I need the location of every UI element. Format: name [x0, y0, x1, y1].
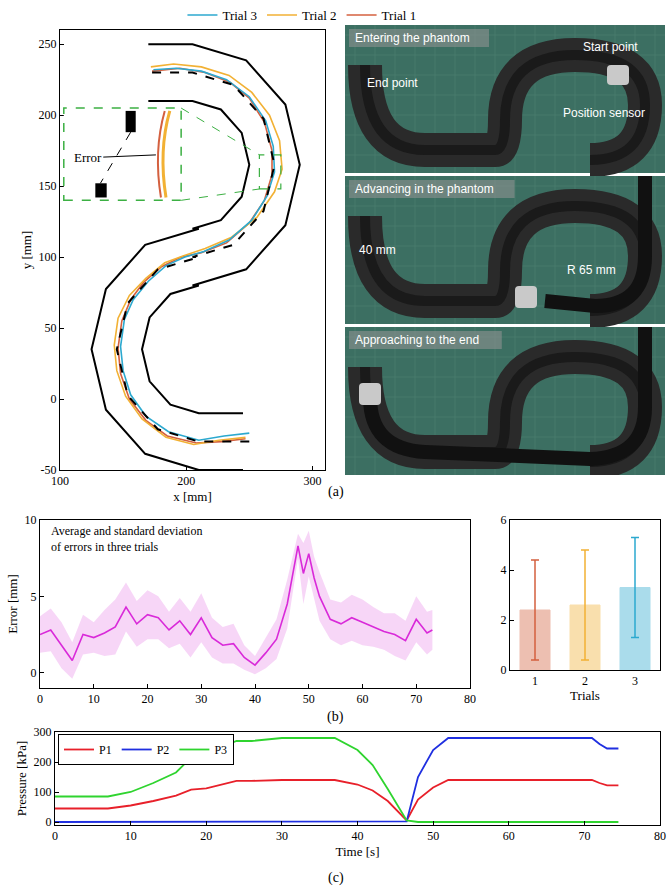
svg-text:250: 250: [39, 37, 57, 51]
svg-text:50: 50: [45, 321, 57, 335]
svg-text:Trial 2: Trial 2: [302, 8, 337, 23]
svg-text:50: 50: [303, 692, 315, 706]
svg-text:40: 40: [249, 692, 261, 706]
svg-text:80: 80: [654, 829, 666, 843]
svg-text:0: 0: [31, 666, 37, 680]
svg-text:Entering the phantom: Entering the phantom: [355, 31, 470, 45]
svg-text:2: 2: [501, 613, 507, 627]
svg-text:5: 5: [31, 590, 37, 604]
svg-text:Average and standard deviation: Average and standard deviationof errors …: [51, 524, 202, 554]
svg-text:x [mm]: x [mm]: [173, 489, 212, 504]
svg-text:y [mm]: y [mm]: [19, 231, 34, 270]
svg-text:40: 40: [352, 829, 364, 843]
svg-text:Pressure [kPa]: Pressure [kPa]: [14, 741, 29, 816]
svg-text:P3: P3: [214, 743, 227, 757]
svg-text:0: 0: [37, 692, 43, 706]
svg-text:0: 0: [52, 829, 58, 843]
svg-text:1: 1: [532, 674, 538, 688]
svg-text:10: 10: [125, 829, 137, 843]
svg-text:10: 10: [88, 692, 100, 706]
svg-text:(b): (b): [327, 709, 344, 725]
svg-text:4: 4: [501, 563, 507, 577]
svg-text:150: 150: [39, 179, 57, 193]
svg-text:Advancing in the phantom: Advancing in the phantom: [355, 182, 494, 196]
svg-text:Approaching to the end: Approaching to the end: [355, 333, 479, 347]
svg-text:80: 80: [464, 692, 476, 706]
svg-text:Start point: Start point: [583, 40, 638, 54]
svg-text:100: 100: [34, 785, 52, 799]
svg-text:30: 30: [276, 829, 288, 843]
svg-text:100: 100: [51, 474, 69, 488]
svg-text:60: 60: [357, 692, 369, 706]
svg-text:P2: P2: [157, 743, 170, 757]
svg-text:2: 2: [582, 674, 588, 688]
svg-text:50: 50: [427, 829, 439, 843]
svg-text:P1: P1: [99, 743, 112, 757]
svg-text:40 mm: 40 mm: [359, 243, 396, 257]
svg-text:200: 200: [177, 474, 195, 488]
svg-text:0: 0: [46, 815, 52, 829]
svg-text:70: 70: [410, 692, 422, 706]
svg-text:30: 30: [195, 692, 207, 706]
svg-text:-50: -50: [41, 463, 57, 477]
svg-text:R 65 mm: R 65 mm: [567, 263, 616, 277]
svg-text:200: 200: [34, 755, 52, 769]
svg-text:60: 60: [503, 829, 515, 843]
svg-text:Position sensor: Position sensor: [563, 106, 645, 120]
svg-text:Trial 1: Trial 1: [382, 8, 417, 23]
svg-text:3: 3: [632, 674, 638, 688]
svg-text:100: 100: [39, 250, 57, 264]
svg-text:70: 70: [578, 829, 590, 843]
svg-text:Trial 3: Trial 3: [222, 8, 257, 23]
svg-text:6: 6: [501, 513, 507, 527]
svg-text:20: 20: [200, 829, 212, 843]
svg-text:(a): (a): [328, 484, 344, 500]
svg-text:End point: End point: [367, 76, 418, 90]
svg-text:0: 0: [51, 392, 57, 406]
svg-text:0: 0: [501, 663, 507, 677]
svg-text:300: 300: [303, 474, 321, 488]
svg-text:Trials: Trials: [570, 688, 600, 703]
svg-text:(c): (c): [328, 870, 344, 886]
svg-text:20: 20: [142, 692, 154, 706]
svg-text:300: 300: [34, 725, 52, 739]
svg-text:200: 200: [39, 108, 57, 122]
svg-text:Error [mm]: Error [mm]: [5, 574, 20, 634]
svg-text:Error: Error: [74, 150, 102, 165]
svg-text:10: 10: [25, 513, 37, 527]
svg-text:Time [s]: Time [s]: [336, 844, 380, 859]
